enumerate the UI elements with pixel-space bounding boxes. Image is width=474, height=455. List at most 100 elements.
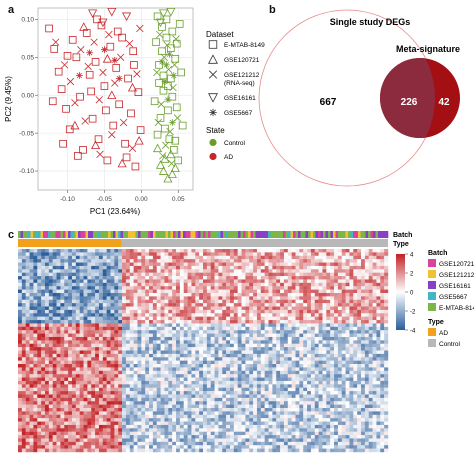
heatmap-cell — [195, 269, 200, 273]
heatmap-cell — [322, 326, 327, 331]
heatmap-cell — [172, 306, 177, 311]
heatmap-cell — [210, 259, 215, 263]
heatmap-cell — [272, 336, 277, 341]
heatmap-cell — [172, 326, 177, 331]
heatmap-cell — [322, 320, 327, 324]
heatmap-cell — [183, 316, 188, 321]
heatmap-cell — [287, 347, 292, 351]
heatmap-cell — [222, 343, 227, 348]
heatmap-cell — [264, 394, 269, 399]
heatmap-cell — [222, 296, 227, 300]
heatmap-cell — [357, 296, 362, 300]
heatmap-cell — [133, 367, 138, 371]
heatmap-cell — [56, 265, 61, 270]
heatmap-cell — [253, 367, 258, 371]
heatmap-cell — [307, 364, 312, 368]
heatmap-cell — [345, 282, 350, 287]
heatmap-cell — [260, 401, 265, 405]
heatmap-cell — [68, 282, 73, 287]
heatmap-cell — [21, 259, 26, 263]
heatmap-cell — [206, 367, 211, 371]
heatmap-cell — [233, 336, 238, 341]
heatmap-cell — [75, 259, 80, 263]
heatmap-cell — [268, 408, 273, 412]
heatmap-cell — [283, 404, 288, 409]
heatmap-cell — [372, 353, 377, 358]
heatmap-cell — [149, 380, 154, 385]
heatmap-cell — [41, 259, 46, 263]
heatmap-cell — [48, 303, 53, 307]
heatmap-cell — [237, 252, 242, 256]
heatmap-cell — [249, 262, 254, 267]
heatmap-cell — [129, 286, 134, 290]
heatmap-cell — [222, 262, 227, 267]
heatmap-cell — [102, 303, 107, 307]
heatmap-cell — [214, 316, 219, 321]
heatmap-cell — [226, 272, 231, 277]
heatmap-cell — [118, 336, 123, 341]
heatmap-cell — [191, 259, 196, 263]
heatmap-cell — [71, 326, 77, 331]
heatmap-cell — [322, 323, 327, 328]
heatmap-cell — [268, 333, 273, 338]
heatmap-cell — [353, 323, 358, 328]
heatmap-cell — [299, 296, 304, 300]
heatmap-cell — [210, 364, 215, 368]
heatmap-cell — [353, 394, 358, 399]
heatmap-cell — [114, 370, 119, 375]
heatmap-cell — [110, 353, 115, 358]
heatmap-cell — [268, 350, 273, 355]
heatmap-cell — [295, 374, 300, 378]
heatmap-cell — [361, 249, 366, 253]
heatmap-cell — [264, 340, 269, 344]
heatmap-cell — [195, 262, 200, 267]
heatmap-cell — [114, 350, 119, 355]
heatmap-cell — [118, 303, 123, 307]
heatmap-cell — [376, 320, 381, 324]
heatmap-cell — [172, 377, 177, 382]
heatmap-cell — [334, 323, 339, 328]
heatmap-cell — [384, 279, 389, 284]
heatmap-cell — [372, 272, 377, 277]
heatmap-cell — [229, 333, 235, 338]
heatmap-cell — [353, 384, 358, 388]
heatmap-cell — [376, 357, 381, 361]
heatmap-cell — [25, 252, 30, 256]
heatmap-cell — [210, 272, 215, 277]
heatmap-cell — [287, 380, 292, 385]
heatmap-cell — [83, 289, 88, 294]
heatmap-cell — [87, 262, 92, 267]
heatmap-cell — [260, 276, 265, 280]
heatmap-cell — [179, 316, 184, 321]
heatmap-cell — [276, 343, 281, 348]
heatmap-cell — [95, 313, 100, 317]
heatmap-cell — [71, 336, 77, 341]
heatmap-cell — [87, 380, 92, 385]
heatmap-cell — [141, 397, 146, 402]
heatmap-cell — [33, 262, 38, 267]
heatmap-cell — [33, 408, 38, 412]
heatmap-cell — [52, 252, 57, 256]
heatmap-cell — [229, 303, 235, 307]
heatmap-cell — [83, 286, 88, 290]
heatmap-cell — [341, 367, 346, 371]
heatmap-cell — [56, 313, 61, 317]
heatmap-cell — [280, 269, 285, 273]
heatmap-cell — [303, 282, 308, 287]
heatmap-cell — [276, 289, 281, 294]
heatmap-cell — [276, 364, 281, 368]
heatmap-cell — [91, 370, 96, 375]
heatmap-cell — [145, 303, 150, 307]
heatmap-cell — [191, 336, 196, 341]
heatmap-cell — [376, 276, 381, 280]
heatmap-cell — [334, 377, 339, 382]
heatmap-cell — [91, 404, 96, 409]
heatmap-cell — [303, 353, 308, 358]
heatmap-cell — [56, 401, 61, 405]
heatmap-cell — [314, 279, 319, 284]
heatmap-cell — [91, 259, 96, 263]
heatmap-cell — [145, 336, 150, 341]
heatmap-cell — [110, 262, 115, 267]
heatmap-cell — [68, 286, 73, 290]
heatmap-cell — [295, 343, 300, 348]
